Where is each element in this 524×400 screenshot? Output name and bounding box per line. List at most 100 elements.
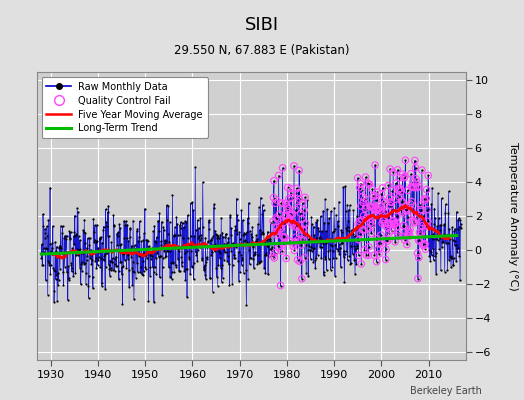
Point: [396, 185, 405, 192]
Point: [401, 157, 410, 164]
Point: [93, 262, 102, 268]
Point: [262, 250, 270, 256]
Point: [323, 238, 332, 244]
Point: [233, 230, 241, 237]
Point: [299, 200, 307, 206]
Point: [441, 210, 449, 216]
Point: [93, 238, 102, 244]
Point: [335, 251, 343, 257]
Point: [171, 231, 179, 238]
Point: [409, 184, 418, 191]
Point: [142, 252, 150, 258]
Point: [199, 179, 207, 186]
Point: [98, 280, 106, 286]
Point: [173, 221, 181, 227]
Point: [241, 231, 249, 237]
Point: [318, 236, 326, 242]
Point: [220, 257, 228, 263]
Point: [397, 207, 405, 214]
Point: [389, 218, 397, 224]
Point: [436, 226, 444, 233]
Point: [196, 215, 204, 222]
Point: [288, 222, 296, 228]
Point: [89, 215, 97, 222]
Point: [423, 218, 432, 224]
Point: [405, 228, 413, 235]
Point: [384, 182, 392, 189]
Point: [156, 253, 165, 260]
Point: [263, 243, 271, 249]
Point: [276, 226, 285, 232]
Point: [148, 253, 156, 260]
Point: [223, 249, 231, 255]
Point: [143, 236, 151, 243]
Point: [412, 179, 421, 185]
Point: [319, 241, 327, 247]
Point: [267, 219, 275, 226]
Point: [204, 218, 213, 225]
Point: [374, 206, 382, 212]
Point: [101, 286, 110, 292]
Point: [94, 256, 103, 263]
Point: [352, 226, 360, 232]
Point: [433, 226, 441, 233]
Point: [54, 270, 62, 276]
Point: [290, 247, 299, 254]
Point: [90, 239, 99, 246]
Point: [272, 215, 280, 221]
Point: [41, 230, 50, 237]
Point: [172, 243, 181, 249]
Point: [147, 248, 156, 255]
Point: [394, 233, 402, 240]
Point: [285, 196, 293, 202]
Point: [376, 202, 385, 208]
Point: [409, 184, 418, 191]
Point: [416, 238, 424, 244]
Point: [381, 200, 389, 206]
Point: [259, 231, 268, 237]
Point: [274, 216, 282, 222]
Point: [288, 194, 296, 201]
Point: [400, 174, 408, 181]
Point: [414, 254, 423, 261]
Point: [370, 206, 379, 213]
Point: [199, 224, 208, 230]
Point: [385, 230, 394, 236]
Point: [211, 228, 219, 234]
Point: [395, 174, 403, 181]
Point: [332, 246, 341, 252]
Point: [75, 264, 84, 271]
Point: [354, 252, 363, 259]
Point: [211, 240, 220, 247]
Point: [341, 251, 349, 258]
Point: [253, 236, 261, 242]
Point: [363, 214, 372, 221]
Point: [283, 203, 291, 210]
Point: [74, 233, 83, 240]
Point: [419, 213, 427, 219]
Point: [220, 240, 228, 247]
Point: [68, 245, 77, 251]
Point: [275, 172, 283, 179]
Point: [297, 210, 305, 216]
Point: [424, 246, 433, 253]
Point: [369, 193, 377, 199]
Point: [78, 250, 86, 256]
Point: [372, 207, 380, 213]
Point: [367, 230, 375, 237]
Point: [81, 260, 89, 266]
Point: [299, 237, 308, 243]
Point: [289, 243, 298, 250]
Point: [298, 276, 306, 282]
Point: [394, 187, 402, 193]
Point: [444, 188, 453, 195]
Point: [412, 176, 420, 182]
Point: [307, 256, 315, 262]
Point: [344, 218, 353, 224]
Point: [116, 259, 125, 265]
Point: [337, 227, 345, 233]
Point: [56, 266, 64, 272]
Point: [374, 246, 383, 253]
Point: [158, 219, 166, 225]
Point: [365, 244, 373, 250]
